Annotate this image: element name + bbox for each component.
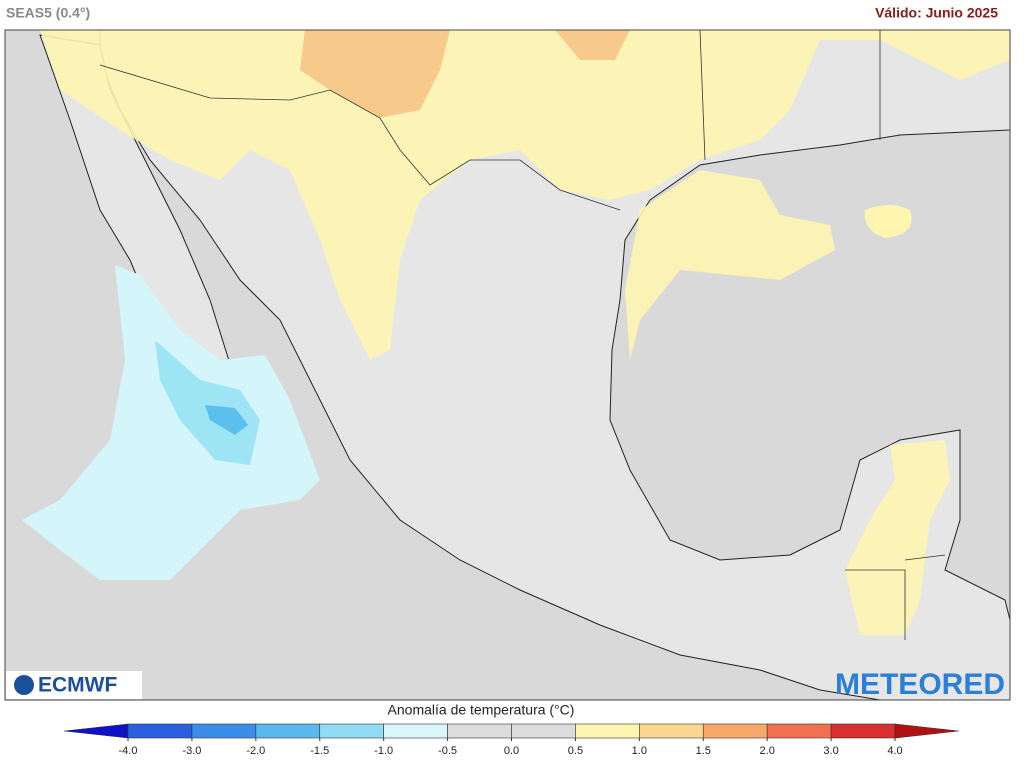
anomaly-warm-gulf (625, 170, 835, 360)
ecmwf-logo: ECMWF (38, 674, 117, 697)
colorbar-bin (383, 723, 448, 739)
map-frame (4, 29, 1011, 701)
anomaly-warm (40, 30, 1010, 360)
anomaly-hot (300, 30, 630, 118)
colorbar-tick-label: -2.0 (246, 745, 265, 757)
colorbar-tick-label: 2.0 (760, 745, 775, 757)
colorbar-bin (319, 723, 384, 739)
colorbar-tick-label: -1.5 (310, 745, 329, 757)
colorbar-bin (511, 723, 576, 739)
colorbar-tick-label: 3.0 (823, 745, 838, 757)
map: ECMWF METEORED (4, 29, 1011, 701)
legend-title: Anomalía de temperatura (°C) (388, 702, 575, 718)
valid-date: Válido: Junio 2025 (875, 5, 998, 21)
colorbar-tick-label: 0.5 (568, 745, 583, 757)
anomaly-warm-yucatan (845, 440, 950, 635)
colorbar-tick-label: -1.0 (374, 745, 393, 757)
colorbar-bin (766, 723, 832, 739)
colorbar-tick-label: 4.0 (887, 745, 902, 757)
colorbar-bin (255, 723, 321, 739)
colorbar-bin (830, 723, 896, 739)
colorbar-bin (575, 723, 640, 739)
anomaly-colder (205, 405, 248, 435)
colorbar-arrow-high (894, 723, 959, 739)
colorbar-bin (702, 723, 768, 739)
colorbar-tick-label: -3.0 (182, 745, 201, 757)
colorbar-bin (639, 723, 704, 739)
anomaly-cool (22, 265, 320, 580)
colorbar-tick-label: -0.5 (438, 745, 457, 757)
borders (99, 30, 946, 640)
colorbar-tick-label: 1.0 (632, 745, 647, 757)
model-title: SEAS5 (0.4°) (6, 5, 90, 21)
colorbar-bin (447, 723, 512, 739)
colorbar-tick-label: 0.0 (504, 745, 519, 757)
colorbar-bin (191, 723, 257, 739)
colorbar-bin (127, 723, 193, 739)
colorbar-tick-label: -4.0 (119, 745, 138, 757)
meteored-logo: METEORED (835, 668, 1005, 701)
colorbar-arrow-low (64, 723, 129, 739)
anomaly-warm-gulf-2 (864, 205, 912, 238)
ecmwf-icon (14, 675, 34, 695)
colorbar: -4.0 -3.0 -2.0 -1.5 -1.0 -0.5 0.0 0.5 1.0 1.5 2.0 3… (64, 723, 959, 757)
colorbar-tick-label: 1.5 (696, 745, 711, 757)
